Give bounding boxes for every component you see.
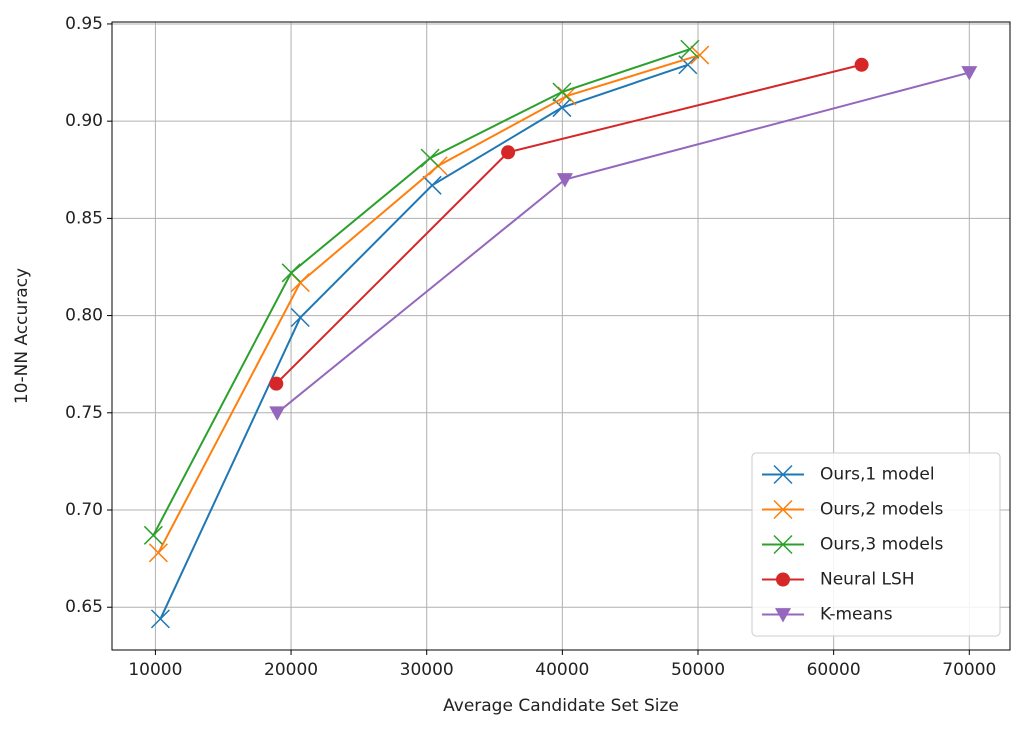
legend-marker [776, 572, 790, 587]
marker [678, 55, 698, 75]
y-tick-label: 0.85 [65, 208, 103, 228]
legend-label: Ours,1 model [820, 465, 935, 485]
legend-label: Neural LSH [820, 570, 915, 590]
y-tick-label: 0.65 [65, 597, 103, 617]
marker [501, 145, 516, 160]
series-line [157, 54, 701, 554]
marker [690, 45, 710, 65]
marker [556, 173, 573, 188]
marker [148, 543, 168, 563]
legend-marker [773, 534, 793, 555]
marker [269, 406, 286, 421]
series-line [159, 63, 689, 620]
marker [150, 609, 170, 629]
y-tick-label: 0.70 [65, 500, 103, 520]
y-tick-label: 0.80 [65, 306, 103, 326]
x-tick-label: 70000 [942, 660, 996, 680]
marker [854, 57, 869, 72]
legend-label: Ours,2 models [820, 500, 944, 520]
marker [680, 39, 700, 59]
legend-label: K-means [820, 605, 893, 625]
legend-label: Ours,3 models [820, 535, 944, 555]
legend-box [751, 452, 1001, 637]
marker [420, 148, 440, 168]
marker [557, 86, 577, 106]
marker [143, 525, 163, 545]
x-tick-label: 40000 [535, 660, 589, 680]
marker [552, 82, 572, 102]
legend-marker [775, 608, 791, 623]
x-tick-label: 50000 [671, 660, 725, 680]
marker [281, 263, 301, 283]
legend-marker [773, 499, 793, 520]
x-axis-label: Average Candidate Set Size [443, 696, 679, 716]
plot-frame [111, 21, 1011, 651]
x-tick-label: 60000 [807, 660, 861, 680]
y-tick-label: 0.75 [65, 403, 103, 423]
x-tick-label: 10000 [128, 660, 182, 680]
y-tick-label: 0.90 [65, 111, 103, 131]
y-axis-label: 10-NN Accuracy [12, 268, 32, 404]
marker [961, 66, 978, 81]
series-line [275, 63, 862, 385]
x-tick-label: 30000 [400, 660, 454, 680]
x-tick-label: 20000 [264, 660, 318, 680]
marker [422, 175, 442, 195]
legend: Ours,1 model Ours,2 models Ours,3 models Ne… [751, 452, 1001, 637]
y-tick-label: 0.95 [65, 14, 103, 34]
marker [290, 307, 310, 328]
marker [269, 376, 284, 391]
legend-marker [773, 464, 793, 485]
